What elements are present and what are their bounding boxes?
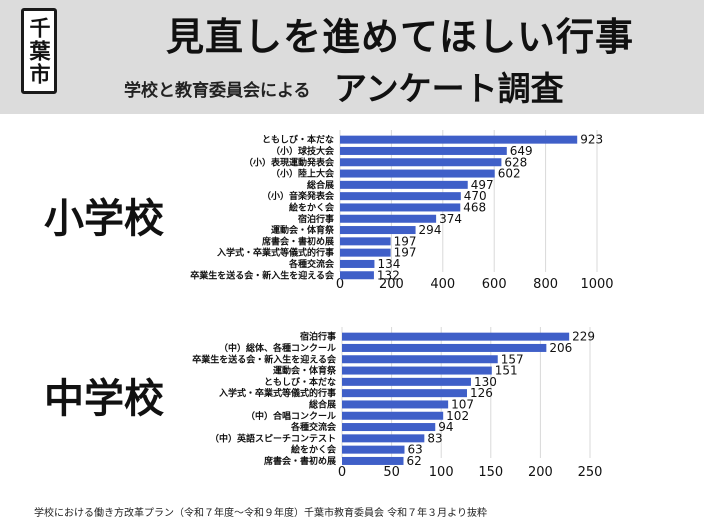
data-label: 102 xyxy=(446,409,469,423)
data-label: 649 xyxy=(510,144,533,158)
subtitle-small: 学校と教育委員会による xyxy=(124,81,311,101)
bar xyxy=(340,192,461,201)
category-label: 宿泊行事 xyxy=(298,213,334,225)
category-label: （小）表現運動発表会 xyxy=(244,156,335,168)
category-label: ともしび・本だな xyxy=(264,376,336,388)
bar xyxy=(342,400,449,409)
data-label: 497 xyxy=(471,178,494,192)
bar xyxy=(342,366,492,375)
bar xyxy=(342,456,404,465)
x-tick-label: 0 xyxy=(336,277,344,292)
x-tick-label: 1000 xyxy=(580,277,613,292)
x-tick-label: 0 xyxy=(338,465,346,480)
category-label: （小）音楽発表会 xyxy=(262,190,335,202)
elementary-school-label: 小学校 xyxy=(44,196,164,242)
category-label: 絵をかく会 xyxy=(291,444,337,456)
category-label: 卒業生を送る会・新入生を迎える会 xyxy=(190,269,335,281)
city-name: 千葉市 xyxy=(27,16,51,86)
x-tick-label: 400 xyxy=(430,277,455,292)
bar xyxy=(340,248,391,257)
category-label: 宿泊行事 xyxy=(300,331,336,343)
category-label: 運動会・体育祭 xyxy=(273,365,337,377)
data-label: 63 xyxy=(407,443,422,457)
data-label: 923 xyxy=(580,133,603,147)
data-label: 134 xyxy=(377,257,400,271)
data-label: 374 xyxy=(439,212,462,226)
data-label: 294 xyxy=(419,223,442,237)
category-label: 運動会・体育祭 xyxy=(271,224,335,236)
city-badge: 千葉市 xyxy=(21,8,57,94)
bar xyxy=(340,226,416,235)
x-tick-label: 50 xyxy=(383,465,400,480)
category-label: 総合展 xyxy=(309,398,336,410)
bar xyxy=(340,158,502,167)
category-label: （中）合唱コンクール xyxy=(246,410,336,422)
bar xyxy=(342,377,471,386)
category-label: 席書会・書初め展 xyxy=(264,455,336,467)
category-label: 総合展 xyxy=(307,179,334,191)
data-label: 206 xyxy=(549,341,572,355)
x-tick-label: 100 xyxy=(429,465,454,480)
source-footnote: 学校における働き方改革プラン（令和７年度～令和９年度）千葉市教育委員会 令和７年… xyxy=(34,508,487,519)
data-label: 83 xyxy=(427,431,442,445)
bar xyxy=(340,135,578,144)
data-label: 602 xyxy=(498,167,521,181)
bar xyxy=(342,445,405,454)
header-banner: 千葉市 見直しを進めてほしい行事 学校と教育委員会による アンケート調査 xyxy=(0,0,704,114)
category-label: 席書会・書初め展 xyxy=(262,235,334,247)
x-tick-label: 200 xyxy=(379,277,404,292)
data-label: 151 xyxy=(495,364,518,378)
x-tick-label: 600 xyxy=(482,277,507,292)
data-label: 132 xyxy=(377,268,400,282)
bar xyxy=(340,203,461,212)
x-tick-label: 800 xyxy=(533,277,558,292)
bar xyxy=(340,169,495,178)
data-label: 130 xyxy=(474,375,497,389)
bar xyxy=(342,423,436,432)
x-tick-label: 250 xyxy=(578,465,603,480)
data-label: 62 xyxy=(407,454,422,468)
x-tick-label: 150 xyxy=(478,465,503,480)
page-title: 見直しを進めてほしい行事 xyxy=(165,15,634,59)
category-label: ともしび・本だな xyxy=(262,134,334,146)
bar xyxy=(340,259,375,268)
bar xyxy=(342,389,467,398)
bar xyxy=(340,180,468,189)
data-label: 157 xyxy=(501,352,524,366)
bar xyxy=(340,237,391,246)
data-label: 468 xyxy=(463,200,486,214)
data-label: 107 xyxy=(451,397,474,411)
data-label: 470 xyxy=(464,189,487,203)
category-label: 絵をかく会 xyxy=(289,201,335,213)
bar xyxy=(342,332,570,341)
bar xyxy=(342,434,425,443)
bar xyxy=(340,271,374,280)
bar xyxy=(342,343,547,352)
bar xyxy=(342,411,444,420)
data-label: 126 xyxy=(470,386,493,400)
category-label: 卒業生を送る会・新入生を迎える会 xyxy=(192,353,337,365)
x-tick-label: 200 xyxy=(528,465,553,480)
subtitle-large: アンケート調査 xyxy=(334,69,564,108)
category-label: 各種交流会 xyxy=(290,421,337,433)
category-label: （中）英語スピーチコンテスト xyxy=(210,432,336,444)
category-label: 入学式・卒業式等儀式的行事 xyxy=(216,247,334,259)
data-label: 229 xyxy=(572,330,595,344)
bar xyxy=(340,214,437,223)
bar xyxy=(340,146,507,155)
category-label: 各種交流会 xyxy=(288,258,335,270)
category-label: （中）総体、各種コンクール xyxy=(219,342,336,354)
category-label: （小）球技大会 xyxy=(271,145,335,157)
data-label: 197 xyxy=(394,234,417,248)
junior-high-school-label: 中学校 xyxy=(44,376,164,422)
data-label: 197 xyxy=(394,246,417,260)
data-label: 94 xyxy=(438,420,453,434)
category-label: （小）陸上大会 xyxy=(271,168,335,180)
data-label: 628 xyxy=(504,155,527,169)
category-label: 入学式・卒業式等儀式的行事 xyxy=(218,387,336,399)
subtitle: 学校と教育委員会による アンケート調査 xyxy=(124,62,684,108)
bar xyxy=(342,355,498,364)
